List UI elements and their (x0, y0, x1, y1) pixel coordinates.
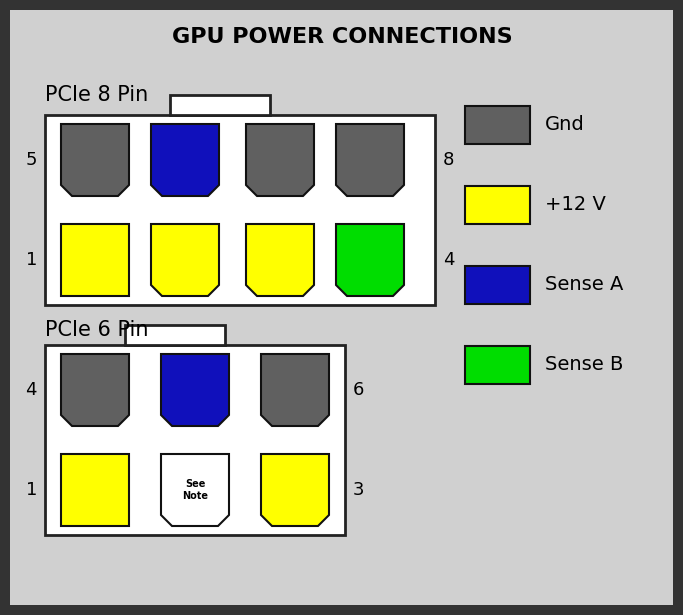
Text: 4: 4 (25, 381, 37, 399)
Polygon shape (161, 454, 229, 526)
Polygon shape (151, 124, 219, 196)
Polygon shape (151, 224, 219, 296)
Text: PCIe 8 Pin: PCIe 8 Pin (45, 85, 148, 105)
Bar (465, 106, 530, 144)
Polygon shape (246, 224, 314, 296)
Text: PCIe 6 Pin: PCIe 6 Pin (45, 320, 148, 340)
Bar (465, 186, 530, 224)
Bar (465, 266, 530, 304)
Text: 5: 5 (25, 151, 37, 169)
Text: 6: 6 (353, 381, 364, 399)
Polygon shape (61, 124, 129, 196)
Polygon shape (61, 354, 129, 426)
Text: 8: 8 (443, 151, 454, 169)
Polygon shape (61, 454, 129, 526)
Polygon shape (61, 224, 129, 296)
Text: Sense A: Sense A (545, 276, 624, 295)
Text: 4: 4 (443, 251, 454, 269)
Text: Sense B: Sense B (545, 355, 624, 375)
Bar (465, 346, 530, 384)
Text: 1: 1 (26, 481, 37, 499)
Polygon shape (261, 354, 329, 426)
Polygon shape (261, 454, 329, 526)
Polygon shape (336, 224, 404, 296)
Text: 1: 1 (26, 251, 37, 269)
Text: +12 V: +12 V (545, 196, 606, 215)
Bar (45, 115, 435, 305)
Bar (170, 95, 270, 115)
Polygon shape (161, 354, 229, 426)
Text: Gnd: Gnd (545, 116, 585, 135)
Polygon shape (336, 124, 404, 196)
Text: GPU POWER CONNECTIONS: GPU POWER CONNECTIONS (171, 27, 512, 47)
Text: 3: 3 (353, 481, 365, 499)
Polygon shape (246, 124, 314, 196)
Bar (125, 325, 225, 345)
Bar (45, 345, 345, 535)
Text: See
Note: See Note (182, 479, 208, 501)
